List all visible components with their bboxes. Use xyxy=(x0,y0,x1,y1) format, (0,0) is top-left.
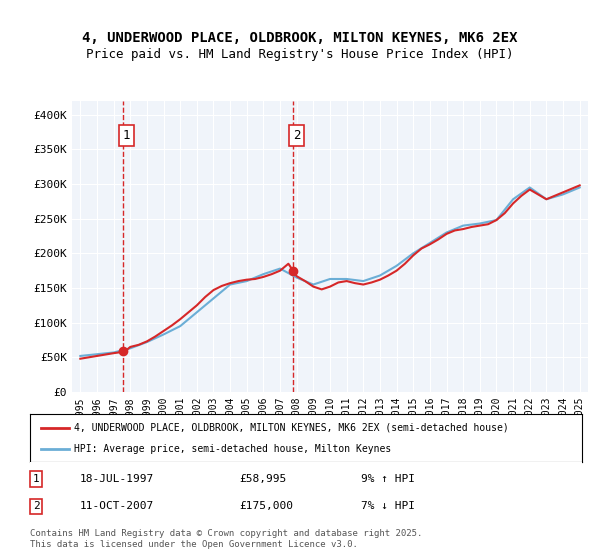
Text: 9% ↑ HPI: 9% ↑ HPI xyxy=(361,474,415,484)
Text: 2: 2 xyxy=(33,501,40,511)
Text: 11-OCT-2007: 11-OCT-2007 xyxy=(80,501,154,511)
Text: HPI: Average price, semi-detached house, Milton Keynes: HPI: Average price, semi-detached house,… xyxy=(74,444,391,454)
Text: 4, UNDERWOOD PLACE, OLDBROOK, MILTON KEYNES, MK6 2EX (semi-detached house): 4, UNDERWOOD PLACE, OLDBROOK, MILTON KEY… xyxy=(74,423,509,433)
Text: 2: 2 xyxy=(293,129,301,142)
Text: 1: 1 xyxy=(33,474,40,484)
Text: 7% ↓ HPI: 7% ↓ HPI xyxy=(361,501,415,511)
Text: 18-JUL-1997: 18-JUL-1997 xyxy=(80,474,154,484)
Text: 4, UNDERWOOD PLACE, OLDBROOK, MILTON KEYNES, MK6 2EX: 4, UNDERWOOD PLACE, OLDBROOK, MILTON KEY… xyxy=(82,31,518,45)
Text: £175,000: £175,000 xyxy=(240,501,294,511)
Text: Contains HM Land Registry data © Crown copyright and database right 2025.
This d: Contains HM Land Registry data © Crown c… xyxy=(30,529,422,549)
Text: 1: 1 xyxy=(122,129,130,142)
Text: £58,995: £58,995 xyxy=(240,474,287,484)
Text: Price paid vs. HM Land Registry's House Price Index (HPI): Price paid vs. HM Land Registry's House … xyxy=(86,48,514,60)
